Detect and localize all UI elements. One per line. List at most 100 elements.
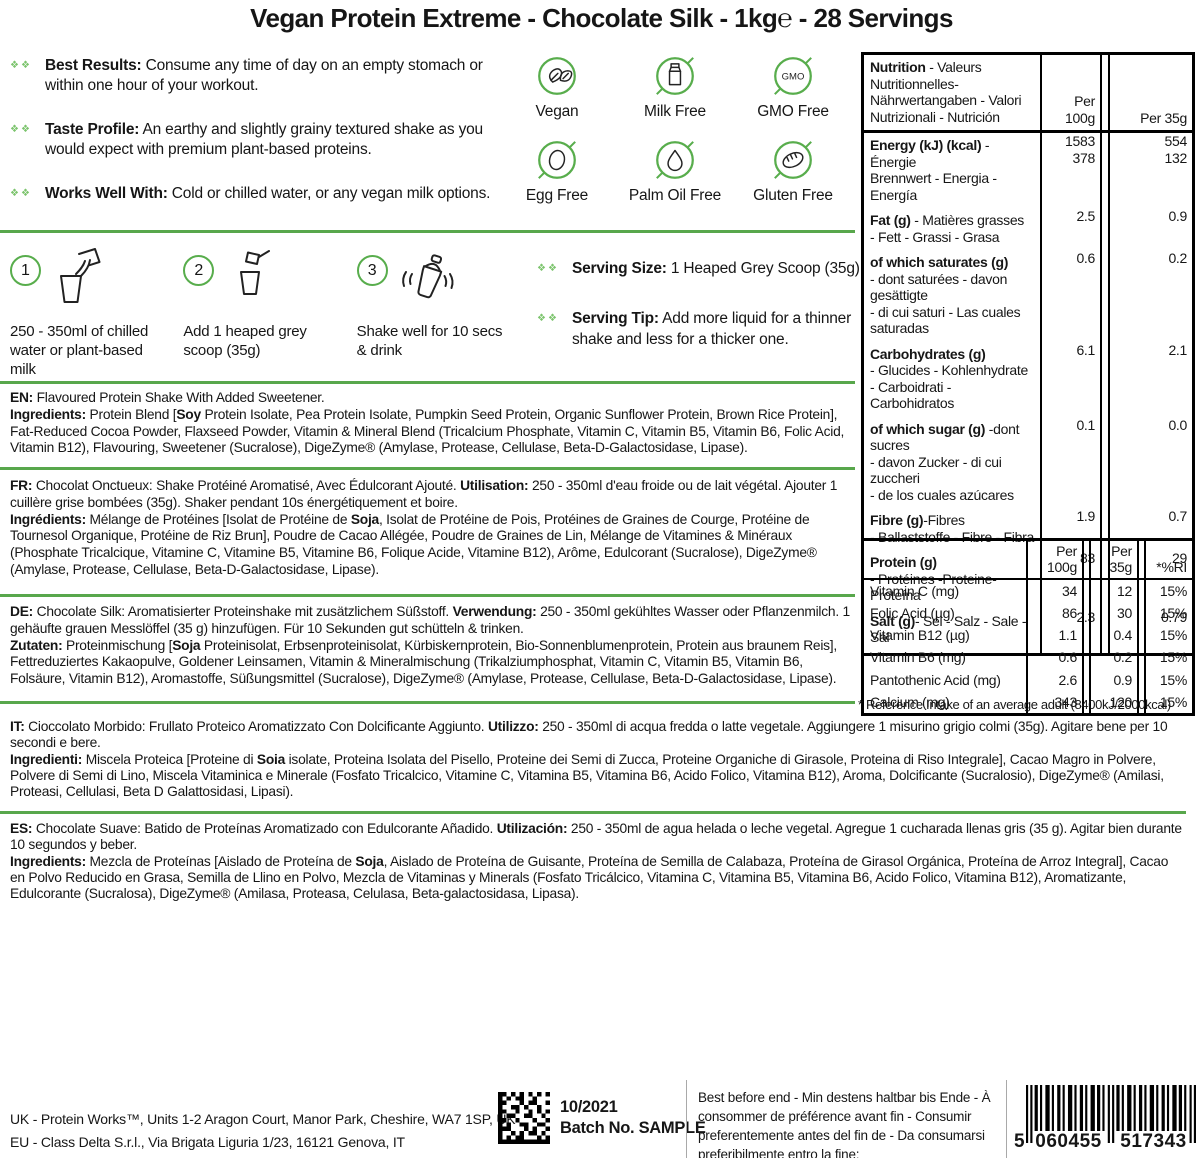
section-divider [0,230,855,233]
col-percent-ri: *%RI [1144,541,1192,581]
scoop-cup-icon [240,250,271,295]
nutrient-name: of which sugar (g) -dont sucres - davon Z… [864,416,1042,509]
vitamin-name: Folic Acid (µg) [864,602,1028,625]
nutrition-row: Protein (g) - Protéines -Proteine- Proteí… [864,550,1192,609]
nutrient-name: Salt (g)- Sel - Salz - Sale - Sal [864,608,1042,653]
vitamin-name: Vitamin B6 (mg) [864,646,1028,669]
milk-carton-icon [656,57,694,95]
section-divider [0,594,855,597]
value-per-35g: 120 [1089,690,1139,713]
diet-badges: Vegan Milk Free GMO GMO Free [498,50,852,205]
ornament-bullet-icon: ❖❖ [537,313,559,325]
footer-divider [686,1080,687,1158]
value-percent-ri: 15% [1144,668,1192,691]
vitamin-name: Calcium (mg) [864,690,1028,713]
ingredients-en: EN: Flavoured Protein Shake With Added S… [10,390,848,456]
best-results-item: ❖❖ Best Results: Consume any time of day… [10,56,502,97]
step-2: 2 Add 1 heaped grey scoop (35g) [183,246,356,380]
badge-vegan: Vegan [498,50,616,121]
shaker-icon [401,254,454,299]
value-per-35g: 30 [1089,602,1139,625]
badge-palm-oil-free: Palm Oil Free [616,134,734,205]
ornament-bullet-icon: ❖❖ [10,60,32,71]
value-per-100g: 2.5 [1042,208,1102,251]
data-matrix-code [498,1092,550,1144]
info-bullets: ❖❖ Best Results: Consume any time of day… [10,56,502,204]
ean-barcode: 5 060455 517343 [1014,1085,1196,1155]
nutrition-row: of which saturates (g) - dont saturées - … [864,250,1192,342]
vitamin-row: Vitamin C (mg) 34 12 15% [864,580,1192,603]
vitamin-row: Vitamin B12 (µg) 1.1 0.4 15% [864,624,1192,647]
nutrition-row: Carbohydrates (g) - Glucides - Kohlenhydr… [864,341,1192,417]
value-per-100g: 0.1 [1042,416,1102,509]
badge-label: Gluten Free [753,187,833,204]
serving-info: ❖❖ Serving Size: 1 Heaped Grey Scoop (35… [537,259,861,350]
badge-milk-free: Milk Free [616,50,734,121]
badge-label: Milk Free [644,103,706,120]
barcode-digits: 5 060455 517343 [1014,1131,1187,1152]
nutrient-name: Fat (g) - Matières grasses - Fett - Grass… [864,208,1042,251]
nutrient-name: of which saturates (g) - dont saturées - … [864,250,1042,342]
nutrition-title: Nutrition - Valeurs Nutritionnelles- Näh… [864,55,1042,134]
vitamin-row: Pantothenic Acid (mg) 2.6 0.9 15% [864,668,1192,691]
value-percent-ri: 15% [1144,602,1192,625]
nutrient-name: Protein (g) - Protéines -Proteine- Proteí… [864,550,1042,609]
nutrition-row: of which sugar (g) -dont sucres - davon Z… [864,416,1192,509]
nutrient-name: Carbohydrates (g) - Glucides - Kohlenhydr… [864,341,1042,417]
production-date: 10/2021 [560,1098,618,1116]
vitamin-row: Calcium (mg) 343 120 15% [864,690,1192,713]
value-per-35g: 554 132 [1108,133,1192,209]
section-divider [0,467,855,470]
value-per-35g: 0.79 [1108,608,1192,653]
works-well-with-item: ❖❖ Works Well With: Cold or chilled wate… [10,184,502,204]
ornament-bullet-icon: ❖❖ [10,123,32,135]
eu-address: EU - Class Delta S.r.l., Via Brigata Lig… [10,1133,405,1150]
step-number-badge: 1 [10,255,41,286]
batch-number: Batch No. SAMPLE [560,1119,706,1138]
badge-gluten-free: Gluten Free [734,134,852,205]
value-percent-ri: 15% [1144,690,1192,713]
value-per-100g: 1583 378 [1042,133,1102,209]
section-divider [0,811,1186,814]
vitamins-table: Per 100g Per 35g *%RI Vitamin C (mg) 34 … [861,538,1195,716]
badge-label: GMO Free [757,103,829,120]
col-per-35g: Per 35g [1089,541,1139,581]
vitamin-row: Vitamin B6 (mg) 0.6 0.2 15% [864,646,1192,669]
vitamin-name: Vitamin B12 (µg) [864,624,1028,647]
value-per-100g: 1.9 [1042,508,1102,551]
value-per-100g: 1.1 [1028,624,1084,647]
value-per-100g: 6.1 [1042,341,1102,417]
badge-label: Egg Free [525,187,589,204]
value-percent-ri: 15% [1144,646,1192,669]
taste-profile-text: Taste Profile: An earthy and slightly gr… [45,120,483,159]
value-per-100g: 2.6 [1028,668,1084,691]
value-per-35g: 2.1 [1108,341,1192,417]
nutrition-row: Salt (g)- Sel - Salz - Sale - Sal 2.3 0.… [864,608,1192,653]
badge-label: Palm Oil Free [628,187,722,204]
best-before-text: Best before end - Min destens haltbar bi… [698,1090,991,1158]
col-per-100g: Per 100g [1028,541,1084,581]
value-per-35g: 0.9 [1108,208,1192,251]
serving-size-item: ❖❖ Serving Size: 1 Heaped Grey Scoop (35… [537,259,861,279]
page-title: Vegan Protein Extreme - Chocolate Silk -… [250,3,953,33]
value-per-35g: 0.2 [1089,646,1139,669]
serving-size-text: Serving Size: 1 Heaped Grey Scoop (35g) [572,260,860,277]
egg-icon [538,141,576,179]
value-per-100g: 343 [1028,690,1084,713]
section-divider [0,381,855,384]
batch-info: 10/2021 Batch No. SAMPLE [560,1097,706,1140]
pour-water-icon [60,248,101,303]
nutrition-table: Nutrition - Valeurs Nutritionnelles- Näh… [861,52,1195,656]
nutrition-row: Fat (g) - Matières grasses - Fett - Grass… [864,208,1192,251]
gmo-text-icon: GMO [774,57,812,95]
value-per-100g: 34 [1028,580,1084,603]
ornament-bullet-icon: ❖❖ [10,187,32,199]
value-per-100g: 0.6 [1028,646,1084,669]
nutrition-header-row: Nutrition - Valeurs Nutritionnelles- Näh… [864,55,1192,134]
value-per-100g: 0.6 [1042,250,1102,342]
step-text: Add 1 heaped grey scoop (35g) [183,323,307,360]
footer-divider [1006,1080,1007,1158]
step-text: 250 - 350ml of chilled water or plant-ba… [10,323,149,379]
value-per-35g: 12 [1089,580,1139,603]
